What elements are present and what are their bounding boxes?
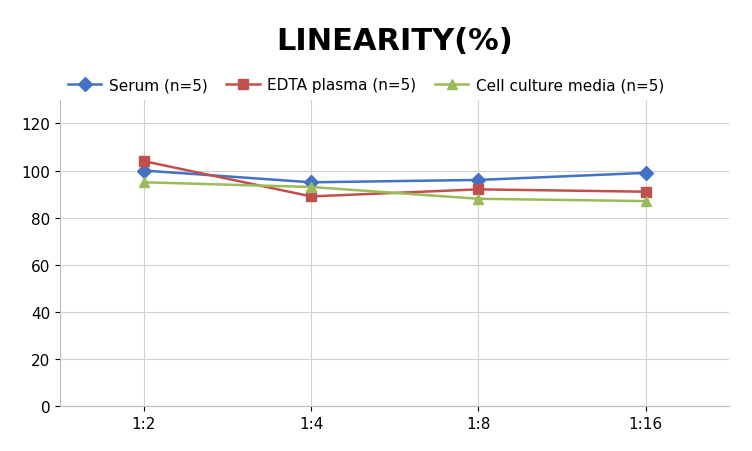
EDTA plasma (n=5) [474, 187, 483, 193]
Serum (n=5) [139, 168, 148, 174]
Legend: Serum (n=5), EDTA plasma (n=5), Cell culture media (n=5): Serum (n=5), EDTA plasma (n=5), Cell cul… [68, 78, 664, 93]
Serum (n=5) [641, 171, 650, 176]
Serum (n=5) [474, 178, 483, 183]
Serum (n=5) [307, 180, 316, 186]
EDTA plasma (n=5) [139, 159, 148, 165]
EDTA plasma (n=5) [307, 194, 316, 200]
Cell culture media (n=5) [474, 197, 483, 202]
Cell culture media (n=5) [641, 199, 650, 204]
Line: Cell culture media (n=5): Cell culture media (n=5) [139, 178, 650, 207]
Line: Serum (n=5): Serum (n=5) [139, 166, 650, 188]
Cell culture media (n=5) [139, 180, 148, 186]
Line: EDTA plasma (n=5): EDTA plasma (n=5) [139, 157, 650, 202]
EDTA plasma (n=5) [641, 189, 650, 195]
Text: LINEARITY(%): LINEARITY(%) [277, 27, 513, 55]
Cell culture media (n=5) [307, 185, 316, 190]
